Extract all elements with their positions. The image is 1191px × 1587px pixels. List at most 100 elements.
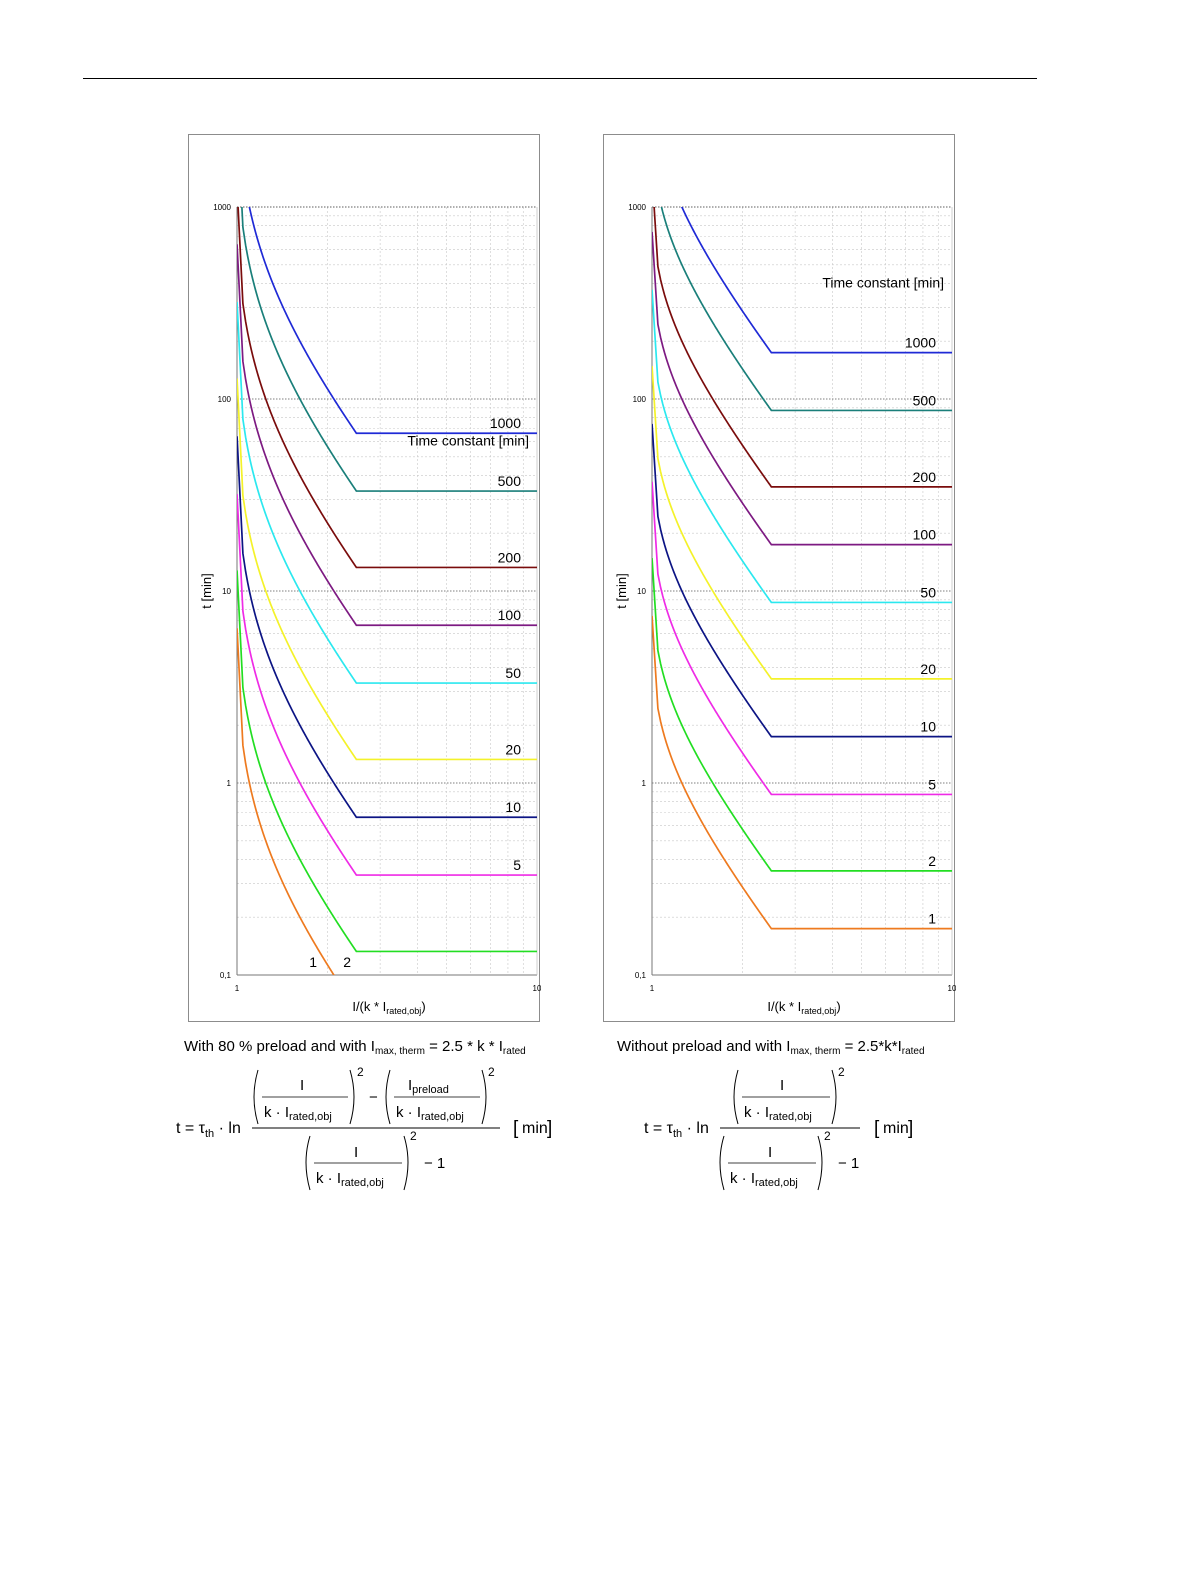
series-line-2 xyxy=(652,558,952,872)
series-label-5: 5 xyxy=(928,776,936,792)
series-line-200 xyxy=(653,207,952,488)
series-line-1000 xyxy=(680,207,952,354)
formula-den-k: k · I xyxy=(264,1104,289,1121)
formula-unit-open: [ xyxy=(513,1118,519,1139)
series-label-20: 20 xyxy=(505,741,521,757)
series-label-20: 20 xyxy=(920,661,936,677)
x-tick-label: 10 xyxy=(948,984,956,993)
series-label-100: 100 xyxy=(913,527,937,543)
series-label-50: 50 xyxy=(505,665,521,681)
series-label-200: 200 xyxy=(498,549,522,565)
series-line-100 xyxy=(652,231,952,546)
series-line-1000 xyxy=(248,207,537,435)
svg-text:k · Irated,obj: k · Irated,obj xyxy=(264,1104,332,1123)
y-tick-label: 0,1 xyxy=(220,971,232,980)
formula-exp-3-r: 2 xyxy=(824,1129,831,1143)
y-tick-label: 1000 xyxy=(213,203,231,212)
x-axis-label: I/(k * Irated,obj) xyxy=(352,999,425,1016)
y-axis-label: t [min] xyxy=(199,573,214,608)
series-line-200 xyxy=(237,207,537,569)
formula-den-k-r: k · I xyxy=(744,1104,769,1121)
series-label-50: 50 xyxy=(920,584,936,600)
y-tick-label: 1 xyxy=(642,779,647,788)
series-label-10: 10 xyxy=(920,719,936,735)
svg-text:k · Irated,obj: k · Irated,obj xyxy=(744,1104,812,1123)
x-axis-label: I/(k * Irated,obj) xyxy=(767,999,840,1016)
formula-minus-one: − 1 xyxy=(424,1155,445,1172)
series-line-50 xyxy=(237,301,537,684)
series-label-200: 200 xyxy=(913,469,937,485)
chart-preload-frame: 0,1 1 10 100 1000 1 10 t [min] I/(k * Irated,obj… xyxy=(188,134,541,1022)
series-label-2: 2 xyxy=(343,954,351,970)
formula-preload-I: I xyxy=(408,1077,412,1094)
series-line-100 xyxy=(237,244,537,627)
formula-den-den-sub-r: rated,obj xyxy=(755,1177,798,1189)
series-line-2 xyxy=(237,570,537,953)
formula-exp-2: 2 xyxy=(488,1065,495,1079)
series-line-5 xyxy=(652,481,952,796)
formula-den-den-k-r: k · I xyxy=(730,1170,755,1187)
formula-unit-close: ] xyxy=(547,1118,552,1139)
legend-title: Time constant [min] xyxy=(407,433,529,449)
y-tick-label: 1000 xyxy=(628,203,646,212)
formula-num-I-r: I xyxy=(780,1077,784,1094)
top-rule xyxy=(83,78,1037,79)
formula-lhs: t = τ xyxy=(176,1120,206,1137)
y-tick-label: 0,1 xyxy=(635,971,647,980)
svg-text:k · Irated,obj: k · Irated,obj xyxy=(396,1104,464,1123)
svg-text:t = τth · ln: t = τth · ln xyxy=(176,1120,241,1140)
formula-ln-r: · ln xyxy=(687,1120,709,1137)
formula-tau-sub: th xyxy=(205,1128,214,1140)
formula-unit-r: min xyxy=(883,1120,909,1137)
svg-text:k · Irated,obj: k · Irated,obj xyxy=(730,1170,798,1189)
formula-num-I: I xyxy=(300,1077,304,1094)
formula-den-num-I: I xyxy=(354,1144,358,1161)
series-line-1 xyxy=(652,615,952,930)
series-line-10 xyxy=(237,436,537,819)
svg-text:Ipreload: Ipreload xyxy=(408,1077,449,1096)
series-line-20 xyxy=(652,366,952,680)
series-line-10 xyxy=(652,423,952,738)
formula-minus-one-r: − 1 xyxy=(838,1155,859,1172)
y-tick-label: 100 xyxy=(218,395,232,404)
series-label-1: 1 xyxy=(928,911,936,927)
chart-no-preload-frame: 0,1 1 10 100 1000 1 10 t [min] I/(k * Irated,obj… xyxy=(603,134,956,1022)
series-label-500: 500 xyxy=(913,392,937,408)
x-tick-label: 10 xyxy=(533,984,541,993)
formula-exp-3: 2 xyxy=(410,1129,417,1143)
y-axis-label: t [min] xyxy=(614,573,629,608)
series-label-5: 5 xyxy=(513,857,521,873)
formula-exp-1-r: 2 xyxy=(838,1065,845,1079)
formula-unit: min xyxy=(522,1120,548,1137)
series-label-2: 2 xyxy=(928,853,936,869)
caption-preload: With 80 % preload and with Imax, therm =… xyxy=(184,1038,526,1057)
series-label-500: 500 xyxy=(498,473,522,489)
series-line-50 xyxy=(652,289,952,604)
formula-den-sub: rated,obj xyxy=(289,1111,332,1123)
formula-den-den-sub: rated,obj xyxy=(341,1177,384,1189)
formula-lhs-r: t = τ xyxy=(644,1120,674,1137)
x-tick-label: 1 xyxy=(650,984,655,993)
formula-den-den-k: k · I xyxy=(316,1170,341,1187)
formula-den-sub-r: rated,obj xyxy=(769,1111,812,1123)
series-line-500 xyxy=(241,207,537,492)
series-label-100: 100 xyxy=(498,607,522,623)
series-line-1 xyxy=(237,628,335,975)
formula-no-preload: t = τth · ln I k · Irated,obj 2 I k · Ir… xyxy=(640,1062,930,1197)
formula-unit-close-r: ] xyxy=(908,1118,913,1139)
formula-den-sub-2: rated,obj xyxy=(421,1111,464,1123)
series-line-5 xyxy=(237,493,537,876)
formula-tau-sub-r: th xyxy=(673,1128,682,1140)
series-line-500 xyxy=(660,207,952,412)
formula-den-k-2: k · I xyxy=(396,1104,421,1121)
series-line-20 xyxy=(237,378,537,761)
series-label-1000: 1000 xyxy=(905,335,936,351)
y-tick-label: 10 xyxy=(637,587,646,596)
formula-den-num-I-r: I xyxy=(768,1144,772,1161)
formula-exp-1: 2 xyxy=(357,1065,364,1079)
svg-text:k · Irated,obj: k · Irated,obj xyxy=(316,1170,384,1189)
